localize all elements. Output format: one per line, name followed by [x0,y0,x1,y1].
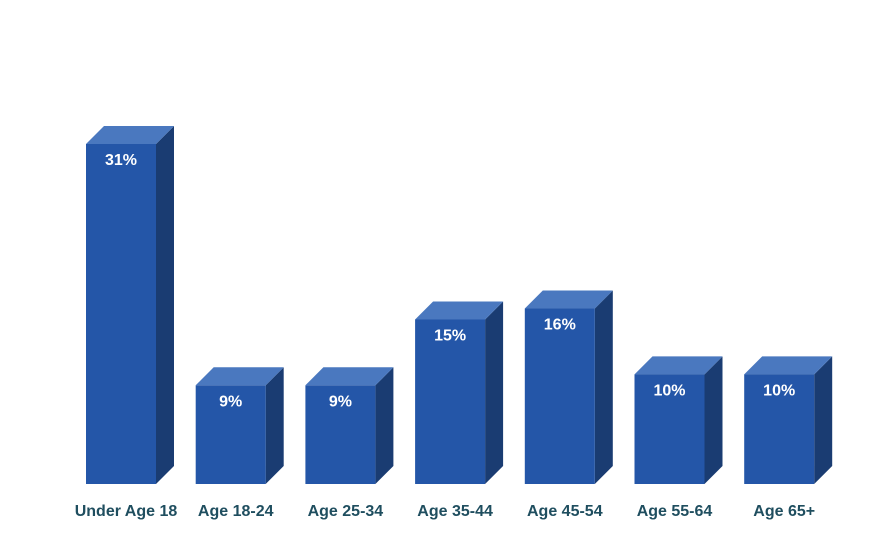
value-label: 31% [105,152,137,169]
labels-layer: 31% Under Age 18 9% Age 18-24 9% Age 25-34 15%… [75,152,815,520]
category-label: Age 35-44 [417,503,493,520]
bar-3 [305,367,394,484]
value-label: 9% [219,393,242,410]
bar-front-face [744,374,815,484]
bar-7 [744,356,833,484]
bar-side-face [594,290,613,484]
category-label: Age 25-34 [308,503,384,520]
bar-5 [524,290,613,484]
bar-side-face [704,356,723,484]
bar-6 [634,356,723,484]
value-label: 15% [434,327,466,344]
bar-top-face [744,356,833,375]
value-label: 10% [763,382,795,399]
bar-front-face [195,385,266,484]
bar-front-face [305,385,376,484]
bar-top-face [305,367,394,386]
bar-top-face [195,367,284,386]
bar-side-face [814,356,833,484]
bar-front-face [634,374,705,484]
value-label: 10% [653,382,685,399]
value-label: 9% [329,393,352,410]
bar-side-face [375,367,394,484]
category-label: Age 55-64 [637,503,713,520]
category-label: Under Age 18 [75,503,178,520]
bar-side-face [265,367,284,484]
category-label: Age 65+ [753,503,815,520]
bars-layer [86,126,833,484]
value-label: 16% [544,317,576,334]
bar-2 [195,367,284,484]
bar-side-face [485,301,504,484]
bar-top-face [634,356,723,375]
category-label: Age 18-24 [198,503,274,520]
bar-1 [86,126,174,484]
category-label: Age 45-54 [527,503,603,520]
bar-4 [415,301,504,484]
bar-top-face [524,290,613,309]
bar-front-face [86,144,156,484]
bar-front-face [524,308,595,484]
bar-front-face [415,319,486,484]
bar-top-face [86,126,174,144]
bar-side-face [156,126,174,484]
bar-top-face [415,301,504,320]
